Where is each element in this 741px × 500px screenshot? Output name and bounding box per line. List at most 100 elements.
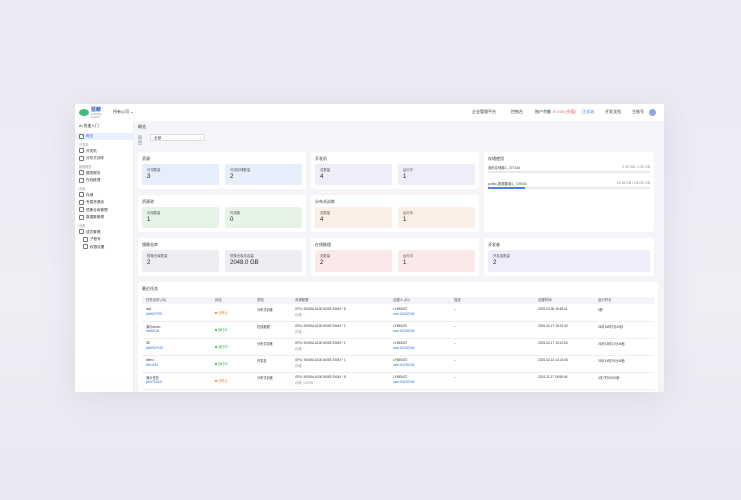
card-devbox: 开发机 总数量 4 运行中 1 [311, 152, 479, 189]
chevron-down-icon: ⌄ [198, 136, 202, 140]
table-row[interactable]: 演示任务 job5751647 分布式训练 GPU: NVIDIA A100 80GB… [142, 373, 654, 390]
tile-label: 镜像仓库总容量 [230, 254, 254, 258]
card-resources: 资源 可用数量 3 可用存储数量 2 [138, 152, 306, 189]
top-bar: 蓝鲸 LANJING CLOUD 所有公司 ⌄ 企业管理平台 控制台 账户余额 … [75, 104, 664, 122]
task-creator-id[interactable]: user-63230046 [393, 363, 415, 367]
task-duration: 29天14时20分45秒 [598, 359, 625, 363]
sidebar-item-label: 存储 [86, 192, 94, 197]
org-select-value: 所有公司 [113, 109, 129, 114]
table-row[interactable]: rspr job5827991 分布式训练 GPU: NVIDIA A100 80GB… [142, 305, 654, 322]
chevron-down-icon: ⌄ [130, 109, 134, 114]
storage-row[interactable]: 我的存储卷1_377346 0.00 GB / 1.00 GB [488, 165, 650, 177]
tile-label: 运行中 [403, 211, 414, 215]
sidebar: AI 快速入门 概览 开发机 开发机 分布式训练 推理服务 模型服务 在线推理 资源 存储 专属资… [75, 121, 134, 392]
column-header: 运行时长 [598, 298, 612, 302]
task-id[interactable]: hsr68106 [146, 329, 160, 333]
storage-row[interactable]: public-数据集卷1_719043 23.36 GB / 100.00 GB [488, 181, 650, 193]
topbar-link-enterprise[interactable]: 企业管理平台 [472, 109, 496, 114]
tile-available-count[interactable]: 可用数 0 [225, 207, 302, 228]
account-name[interactable]: 主账号 [632, 109, 644, 114]
tile-label: 总数量 [320, 168, 331, 172]
card-distributed-training: 分布式训练 总数量 4 运行中 1 [311, 195, 479, 232]
task-id[interactable]: job5751647 [146, 380, 163, 384]
tile-developer-count[interactable]: 开发者数量 2 [488, 250, 650, 272]
task-id[interactable]: job5947045 [146, 346, 163, 350]
tile-total[interactable]: 总数量 4 [315, 164, 392, 185]
storage-progress-fill [488, 187, 526, 189]
task-name: rspr [146, 307, 152, 311]
task-id[interactable]: dev1183 [146, 363, 158, 367]
sidebar-item[interactable]: 权限设置 [75, 244, 137, 251]
topbar-link-docs[interactable]: 开发文档 [605, 109, 621, 114]
logo[interactable]: 蓝鲸 LANJING CLOUD [79, 107, 107, 119]
tile-label: 总数量 [320, 211, 331, 215]
topbar-link-console[interactable]: 控制台 [511, 109, 523, 114]
tile-label: 运行中 [403, 254, 414, 258]
sidebar-item[interactable]: 数据集管理 [75, 214, 133, 221]
sidebar-item[interactable]: 成员管理 [75, 229, 133, 236]
tile-running[interactable]: 运行中 1 [398, 164, 475, 185]
card-title: 镜像仓库 [142, 242, 158, 247]
sidebar-item-label: 开发机 [86, 148, 97, 153]
task-creator-id[interactable]: user-63230046 [393, 380, 415, 384]
tile-repo-capacity[interactable]: 镜像仓库总容量 2048.0 GB [225, 250, 302, 272]
column-header: 类型 [257, 298, 264, 302]
task-id[interactable]: job5827991 [146, 312, 163, 316]
sidebar-item[interactable]: 分布式训练 [75, 155, 133, 162]
site-switch[interactable]: 正式站 [582, 109, 594, 114]
account-balance-label: 账户余额 [535, 109, 551, 114]
logo-icon [79, 109, 89, 116]
task-type: 开发机 [257, 359, 267, 363]
task-creator-id[interactable]: user-63230046 [393, 346, 415, 350]
tile-available[interactable]: 可用数量 1 [142, 207, 219, 228]
sidebar-item-label: 数据集管理 [86, 215, 104, 219]
sidebar-item[interactable]: 专属资源池 [75, 199, 133, 206]
tile-value: 1 [403, 174, 407, 180]
sidebar-item[interactable]: 镜像仓库管理 [75, 207, 133, 214]
menu-icon [79, 148, 84, 154]
card-title: 开发机 [315, 156, 327, 161]
tile-running[interactable]: 运行中 1 [398, 250, 475, 272]
main-content: 概览 项目 全部 ⌄ 资源 可用数量 3 可用存储数量 2 开发机 总数量 4 运行中 1… [134, 121, 664, 392]
status-badge: 已停止 [215, 310, 228, 315]
tile-repo-count[interactable]: 镜像仓库数量 2 [142, 250, 219, 272]
tile-available-storage[interactable]: 可用存储数量 2 [225, 164, 302, 185]
sidebar-item-label: 成员管理 [86, 229, 101, 234]
sidebar-title[interactable]: AI 快速入门 [79, 124, 99, 128]
sidebar-item[interactable]: 存储 [75, 192, 133, 199]
tile-total[interactable]: 总数量 2 [315, 250, 392, 272]
task-resource: GPU: NVIDIA A100 80GB SXM4 * 1 [295, 341, 346, 345]
tile-available[interactable]: 可用数量 3 [142, 164, 219, 185]
tile-value: 2048.0 GB [230, 260, 259, 266]
table-row[interactable]: 58 job5947045 分布式训练 GPU: NVIDIA A100 80GB S… [142, 339, 654, 356]
menu-icon [83, 236, 88, 242]
status-text: 运行中 [218, 328, 228, 332]
storage-progress [488, 171, 650, 173]
task-storage: 存储: - [295, 364, 305, 368]
sidebar-item[interactable]: 在线推理 [75, 177, 133, 184]
sidebar-item-label: 模型服务 [86, 170, 101, 175]
task-creator-id[interactable]: user-63230046 [393, 312, 415, 316]
tile-value: 2 [320, 260, 324, 266]
account-balance-value[interactable]: ¥ 0.00 (充值) [553, 109, 576, 114]
org-select[interactable]: 所有公司 ⌄ [113, 109, 133, 115]
tile-total[interactable]: 总数量 4 [315, 207, 392, 228]
tile-value: 4 [320, 217, 324, 223]
sidebar-item[interactable]: 概览 [75, 133, 133, 140]
tile-label: 可用存储数量 [230, 168, 251, 172]
task-storage: 存储: - [295, 347, 305, 351]
avatar[interactable] [649, 109, 656, 116]
status-text: 已停止 [218, 379, 228, 383]
task-created-time: 2025-03-06 15:45:41 [538, 307, 568, 311]
project-select[interactable]: 全部 ⌄ [150, 134, 205, 141]
table-row[interactable]: demo dev1183 开发机 GPU: NVIDIA A100 80GB SXM4… [142, 356, 654, 373]
tile-label: 可用数量 [147, 168, 161, 172]
sidebar-item[interactable]: 开发机 [75, 148, 133, 155]
tile-value: 1 [403, 260, 407, 266]
sidebar-item[interactable]: 子账号 [75, 236, 137, 243]
column-header: 创建时间 [538, 298, 552, 302]
tile-running[interactable]: 运行中 1 [398, 207, 475, 228]
task-creator-id[interactable]: user-63230046 [393, 329, 415, 333]
table-row[interactable]: 演示demo hsr68106 在线推理 GPU: NVIDIA A100 80GB … [142, 322, 654, 339]
sidebar-item[interactable]: 模型服务 [75, 170, 133, 177]
